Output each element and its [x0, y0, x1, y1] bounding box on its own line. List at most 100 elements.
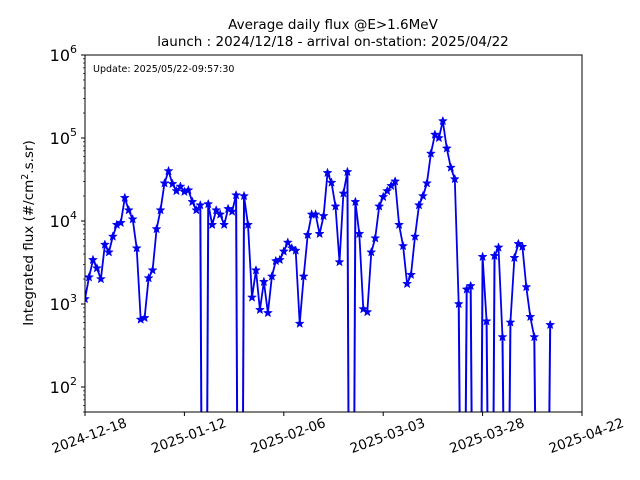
y-axis-label-main: Integrated flux (#/cm [21, 180, 37, 326]
data-point [445, 162, 456, 172]
data-point [390, 176, 401, 186]
data-point [286, 242, 297, 253]
data-point [398, 240, 409, 251]
data-point [219, 219, 230, 230]
data-point [250, 265, 261, 275]
data-point [226, 206, 238, 216]
data-point [509, 252, 520, 263]
data-point [282, 237, 293, 247]
data-point [481, 315, 492, 326]
data-point [465, 280, 476, 291]
data-point [99, 239, 110, 249]
data-point [453, 298, 464, 309]
data-point [266, 271, 277, 281]
data-point [107, 231, 118, 241]
data-point [246, 292, 258, 302]
series-gap-drop [548, 324, 552, 412]
series-gap-drop [353, 201, 357, 412]
data-point [143, 272, 154, 283]
data-point [123, 204, 134, 215]
data-point [386, 180, 397, 191]
data-point [378, 191, 389, 202]
data-point [334, 256, 345, 267]
data-point [477, 251, 488, 262]
data-point [517, 241, 528, 251]
y-axis: 102 103 104 105 106 [50, 43, 85, 413]
data-point [302, 229, 313, 240]
data-point [239, 190, 250, 201]
data-point [314, 228, 325, 239]
update-annotation: Update: 2025/05/22-09:57:30 [93, 64, 234, 75]
data-point [298, 271, 309, 281]
data-point [187, 196, 198, 207]
data-point [318, 210, 329, 221]
data-point [155, 204, 166, 215]
data-point [127, 213, 138, 224]
data-point [493, 242, 504, 252]
series-gap-drop [492, 255, 496, 412]
data-point [449, 173, 460, 184]
plot-frame [84, 54, 583, 413]
data-point [350, 196, 361, 207]
data-point [163, 165, 174, 176]
data-point [421, 178, 432, 188]
data-point [171, 185, 182, 196]
data-point [425, 148, 437, 158]
data-point [409, 231, 421, 241]
series-gap-drop [508, 322, 512, 412]
y-tick-label: 105 [50, 126, 77, 148]
data-point [362, 306, 373, 317]
data-point [159, 178, 170, 188]
data-point [87, 254, 98, 265]
data-point [115, 217, 126, 228]
y-axis-label-superscript: 2 [20, 174, 31, 180]
data-point [374, 201, 385, 211]
y-axis-label: Integrated flux (#/cm2.s.sr) [20, 140, 37, 326]
y-tick-label: 102 [50, 375, 77, 397]
data-point [258, 276, 269, 287]
data-point [497, 331, 508, 342]
data-point [290, 245, 301, 255]
data-point [139, 312, 150, 323]
data-point [85, 272, 95, 282]
data-point [441, 143, 452, 153]
data-point [131, 242, 142, 253]
data-point [211, 204, 222, 215]
y-tick-label: 106 [50, 43, 77, 65]
data-point [505, 317, 516, 327]
data-point [167, 178, 178, 189]
data-point [366, 247, 377, 257]
data-point [151, 223, 162, 234]
data-point [294, 318, 305, 328]
data-point [394, 219, 405, 230]
data-point [322, 167, 333, 178]
series-gap-drop [242, 196, 246, 412]
data-point [413, 199, 425, 210]
data-point [274, 254, 285, 265]
data-point [254, 304, 265, 315]
series-gap-drop [206, 204, 210, 412]
data-point [529, 331, 540, 342]
data-point [85, 293, 91, 304]
y-tick-label: 103 [50, 292, 77, 314]
data-point [215, 209, 226, 219]
chart-title-line-1: Average daily flux @E>1.6MeV [228, 17, 438, 33]
series-gap-drop [480, 256, 484, 412]
data-point [223, 203, 234, 214]
data-point [195, 199, 206, 210]
data-point [242, 219, 254, 230]
data-point [354, 228, 365, 239]
series-gap-drop [485, 321, 489, 412]
data-point [370, 232, 381, 243]
data-point [191, 204, 202, 215]
data-point [103, 247, 114, 257]
data-point [207, 219, 218, 230]
data-point [230, 189, 242, 200]
data-point [402, 278, 413, 289]
data-point [521, 281, 532, 292]
chart-title-line-2: launch : 2024/12/18 - arrival on-station… [157, 34, 509, 50]
data-point [147, 264, 158, 275]
data-point [437, 115, 448, 126]
